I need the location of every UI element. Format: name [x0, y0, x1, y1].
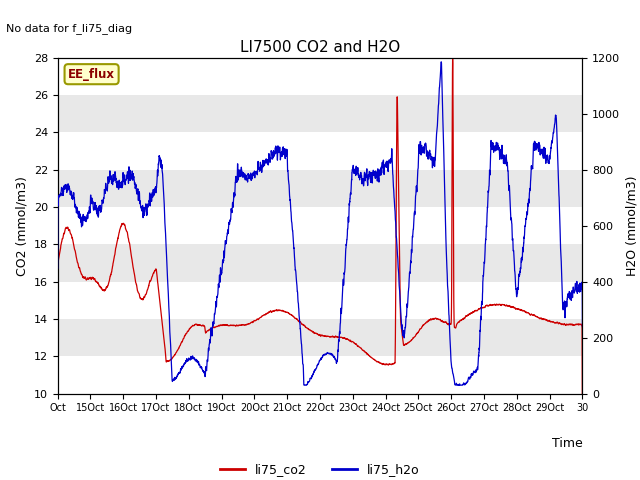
Bar	[58, 169, 582, 207]
Text: No data for f_li75_diag: No data for f_li75_diag	[6, 23, 132, 34]
Title: LI7500 CO2 and H2O: LI7500 CO2 and H2O	[240, 40, 400, 55]
Y-axis label: CO2 (mmol/m3): CO2 (mmol/m3)	[15, 176, 28, 276]
Legend: li75_co2, li75_h2o: li75_co2, li75_h2o	[215, 458, 425, 480]
Bar	[58, 244, 582, 282]
Text: Time: Time	[552, 437, 582, 450]
Bar	[58, 319, 582, 356]
Bar	[58, 95, 582, 132]
Y-axis label: H2O (mmol/m3): H2O (mmol/m3)	[626, 175, 639, 276]
Text: EE_flux: EE_flux	[68, 68, 115, 81]
